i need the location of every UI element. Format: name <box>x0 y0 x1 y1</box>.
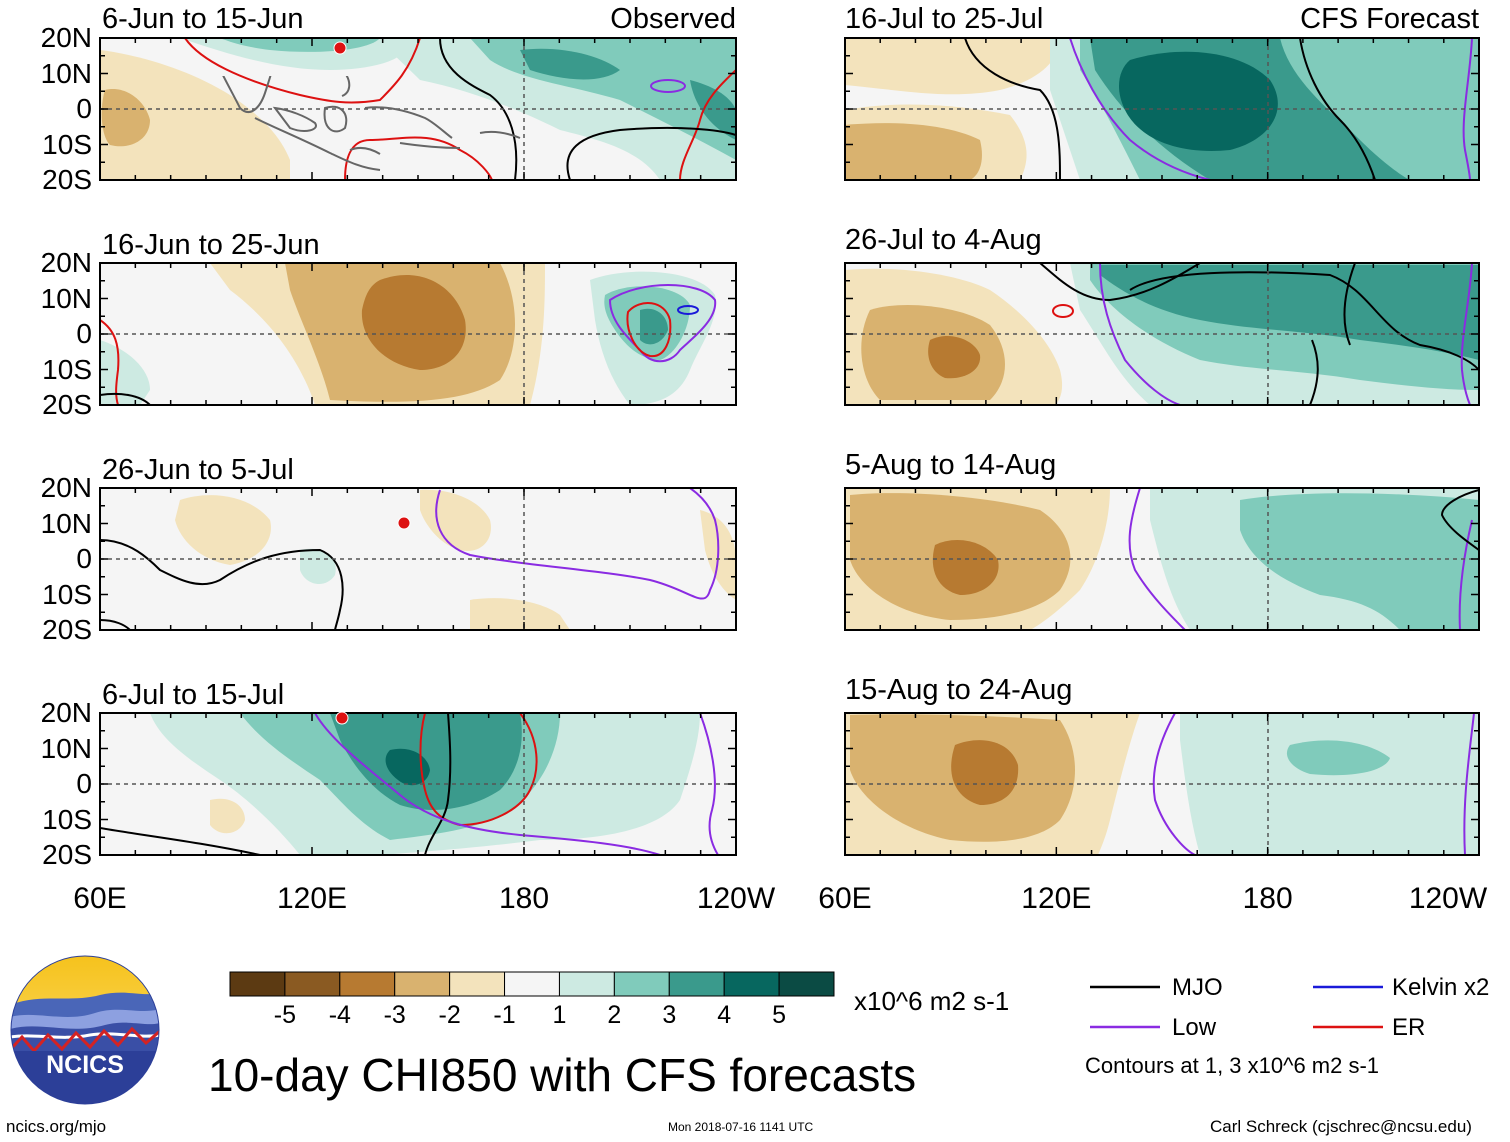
x-tick-label: 180 <box>1242 882 1293 915</box>
legend-low-label: Low <box>1172 1014 1217 1041</box>
coastline <box>272 106 317 132</box>
colorbar-box <box>449 971 506 997</box>
y-tick-label: 20S <box>42 614 92 645</box>
colorbar-label: 5 <box>772 1001 787 1029</box>
y-tick-label: 20N <box>40 697 92 728</box>
y-tick-label: 10N <box>40 507 92 539</box>
units-label: x10^6 m2 s-1 <box>854 986 1010 1016</box>
colorbar-box <box>668 971 725 997</box>
panel-observed-4 <box>100 713 736 855</box>
panel-observed-3 <box>100 488 736 630</box>
coastline <box>341 76 351 97</box>
coastline <box>222 76 272 113</box>
coastline <box>254 117 381 171</box>
y-tick-label: 10N <box>40 282 92 314</box>
observed-header: Observed <box>610 3 736 35</box>
y-tick-label: 0 <box>76 93 92 124</box>
colorbar <box>229 971 835 997</box>
legend-mjo-label: MJO <box>1172 974 1223 1001</box>
colorbar-box <box>723 971 780 997</box>
colorbar-label: -3 <box>383 1001 406 1029</box>
coastline <box>399 142 461 149</box>
period-label: 6-Jun to 15-Jun <box>102 3 304 35</box>
y-tick-label: 10S <box>42 128 92 160</box>
coastline <box>364 106 453 139</box>
y-tick-label: 10N <box>40 57 92 89</box>
colorbar-label: 2 <box>607 1001 622 1029</box>
x-tick-label: 180 <box>498 882 550 915</box>
x-tick-label: 120E <box>276 882 348 915</box>
colorbar-box <box>229 971 286 997</box>
panel-observed-1 <box>100 38 736 180</box>
legend-lines <box>1090 985 1383 1029</box>
y-tick-label: 0 <box>76 318 92 349</box>
footer-author: Carl Schreck (cjschrec@ncsu.edu) <box>1210 1117 1472 1136</box>
logo-text: NCICS <box>46 1051 124 1079</box>
y-tick-label: 10S <box>42 803 92 835</box>
coastline <box>323 105 348 133</box>
panel-observed-2 <box>100 263 736 405</box>
y-tick-label: 20N <box>40 247 92 278</box>
colorbar-label: -2 <box>438 1001 461 1029</box>
coastline-group <box>222 76 521 171</box>
colorbar-box <box>284 971 341 997</box>
panel-forecast-4 <box>845 713 1479 855</box>
y-tick-label: 20N <box>40 22 92 53</box>
ncics-logo: NCICS <box>10 955 160 1105</box>
colorbar-label: -4 <box>328 1001 351 1029</box>
x-tick-label: 60E <box>818 882 872 915</box>
chart-title: 10-day CHI850 with CFS forecasts <box>208 1049 917 1101</box>
legend-er-label: ER <box>1392 1014 1426 1041</box>
y-tick-label: 20S <box>42 164 92 195</box>
footer-timestamp: Mon 2018-07-16 1141 UTC <box>668 1120 814 1134</box>
colorbar-box <box>558 971 615 997</box>
legend-kelvin-label: Kelvin x2 <box>1392 974 1490 1001</box>
period-label: 26-Jul to 4-Aug <box>845 224 1042 256</box>
y-tick-label: 10S <box>42 578 92 610</box>
x-tick-label: 120W <box>1408 882 1488 915</box>
mjo-marker-icons <box>333 41 411 725</box>
colorbar-label: 4 <box>717 1001 732 1029</box>
panel-forecast-2 <box>845 263 1479 405</box>
y-tick-label: 10N <box>40 732 92 764</box>
x-tick-label: 120E <box>1021 882 1092 915</box>
colorbar-box <box>504 971 560 997</box>
panel-forecast-1 <box>845 38 1479 180</box>
colorbar-label: 1 <box>552 1001 567 1029</box>
x-tick-label: 120W <box>696 882 776 915</box>
colorbar-box <box>394 971 451 997</box>
period-label: 15-Aug to 24-Aug <box>845 674 1073 706</box>
colorbar-box <box>339 971 396 997</box>
colorbar-label: 3 <box>662 1001 677 1029</box>
y-tick-label: 10S <box>42 353 92 385</box>
period-label: 26-Jun to 5-Jul <box>102 454 294 486</box>
colorbar-box <box>778 971 835 997</box>
y-tick-label: 20S <box>42 389 92 420</box>
x-tick-label: 60E <box>73 882 127 915</box>
forecast-header: CFS Forecast <box>1300 3 1479 35</box>
y-tick-label: 20S <box>42 839 92 870</box>
y-tick-label: 0 <box>76 768 92 799</box>
period-label: 16-Jun to 25-Jun <box>102 229 320 261</box>
coastlines <box>222 76 521 171</box>
period-label: 16-Jul to 25-Jul <box>845 3 1044 35</box>
y-tick-label: 0 <box>76 543 92 574</box>
legend-contour-note: Contours at 1, 3 x10^6 m2 s-1 <box>1085 1053 1380 1078</box>
coastline <box>479 130 521 139</box>
panel-forecast-3 <box>845 488 1479 630</box>
colorbar-box <box>613 971 670 997</box>
footer-url[interactable]: ncics.org/mjo <box>6 1117 107 1136</box>
y-tick-label: 20N <box>40 472 92 503</box>
colorbar-label: -5 <box>273 1001 297 1029</box>
period-label: 5-Aug to 14-Aug <box>845 449 1057 481</box>
colorbar-label: -1 <box>493 1001 516 1029</box>
period-label: 6-Jul to 15-Jul <box>102 679 285 711</box>
panel-frames <box>99 37 1480 856</box>
coastline <box>349 146 381 155</box>
